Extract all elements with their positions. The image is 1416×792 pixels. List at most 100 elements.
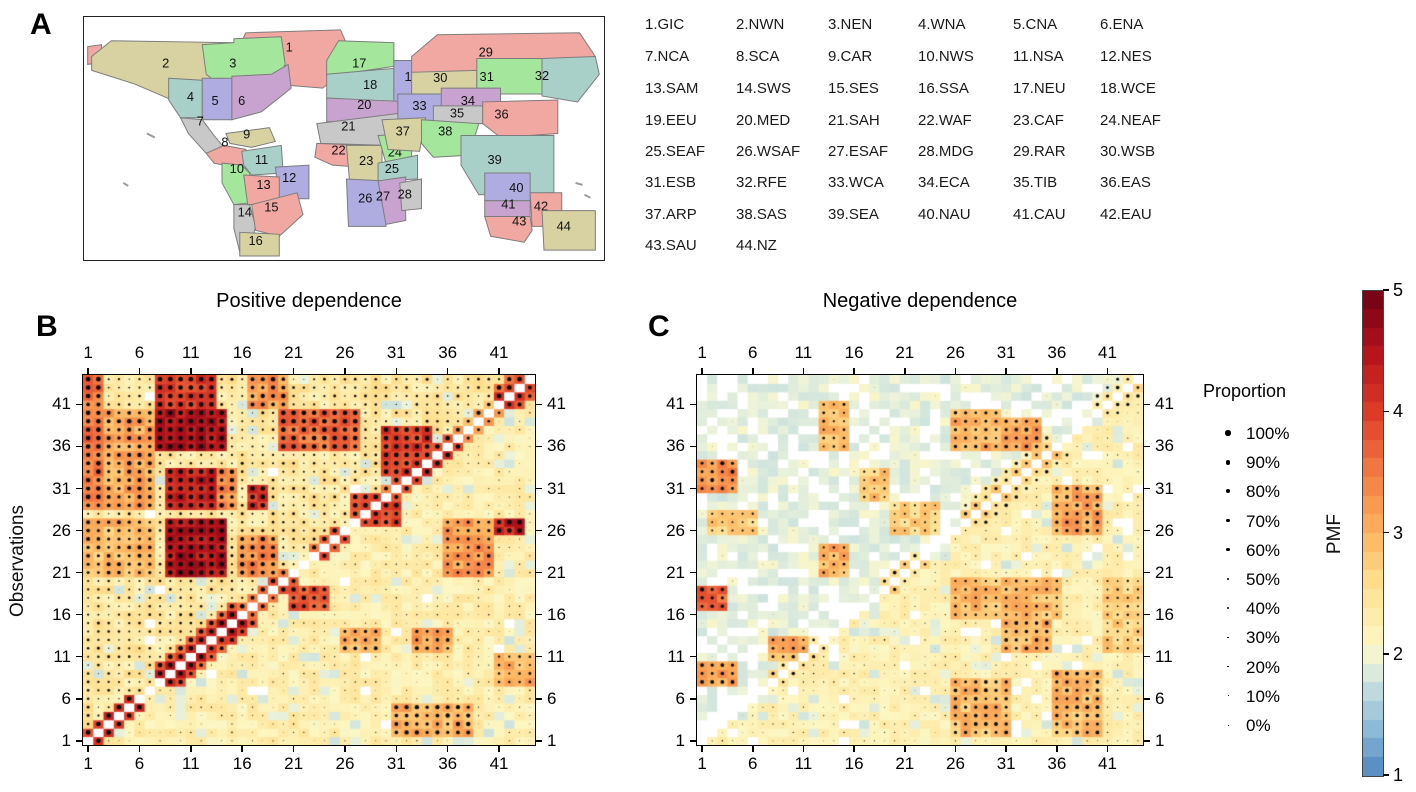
tick-label-c-bottom: 16 (844, 754, 864, 773)
region-legend-item-25: 25.SEAF (645, 143, 706, 160)
tick-c-left (690, 445, 696, 448)
panel-b-label: B (36, 310, 58, 343)
colorbar-tick (1383, 289, 1389, 291)
tick-c-right (1144, 613, 1150, 616)
proportion-dot-60 (1226, 548, 1230, 552)
tick-label-b-left: 11 (53, 646, 71, 666)
tick-b-bottom (446, 746, 449, 752)
tick-label-b-right: 6 (547, 688, 557, 708)
tick-label-c-left: 36 (666, 436, 685, 456)
panel-b-frame (81, 373, 536, 746)
map-region-number-40: 40 (509, 180, 523, 195)
tick-c-bottom (1056, 746, 1058, 752)
region-legend-item-26: 26.WSAF (736, 143, 801, 160)
region-map-box: 1234567891011121314151617181920212223242… (83, 16, 605, 261)
proportion-label-30: 30% (1246, 628, 1281, 648)
tick-b-top (395, 368, 398, 374)
map-region-number-27: 27 (376, 189, 390, 204)
tick-label-b-bottom: 36 (438, 754, 458, 773)
region-legend-item-12: 12.NES (1100, 48, 1152, 65)
panel-c-frame (695, 373, 1144, 746)
tick-b-bottom (138, 746, 141, 752)
map-region-number-13: 13 (256, 177, 270, 192)
tick-label-c-bottom: 1 (697, 754, 707, 773)
tick-label-c-bottom: 11 (794, 754, 813, 773)
tick-c-top (904, 368, 906, 374)
tick-b-right (536, 571, 542, 574)
proportion-dot-40 (1226, 607, 1230, 610)
tick-label-c-top: 6 (748, 343, 758, 362)
region-legend-item-30: 30.WSB (1100, 143, 1156, 160)
tick-b-right (536, 487, 542, 490)
negative-dependence-heatmap (697, 375, 1143, 745)
map-region-number-36: 36 (494, 107, 508, 122)
tick-label-c-top: 26 (946, 343, 965, 362)
tick-c-right (1144, 740, 1150, 742)
region-legend-item-44: 44.NZ (736, 237, 777, 254)
map-region-37 (381, 117, 427, 152)
colorbar-tick (1383, 531, 1389, 534)
proportion-label-40: 40% (1246, 599, 1281, 619)
tick-label-c-right: 6 (1155, 688, 1165, 708)
region-legend-item-29: 29.RAR (1013, 143, 1066, 160)
tick-b-top (446, 368, 449, 374)
proportion-label-100: 100% (1246, 424, 1290, 443)
tick-b-top (292, 368, 295, 374)
tick-b-right (536, 698, 542, 700)
tick-label-b-left: 31 (52, 478, 71, 498)
map-region-number-31: 31 (480, 69, 494, 84)
region-legend-item-15: 15.SES (828, 80, 879, 97)
pmf-colorbar-label: PMF (1324, 513, 1345, 555)
tick-c-top (701, 368, 703, 374)
region-legend-item-7: 7.NCA (645, 48, 690, 65)
region-legend-item-43: 43.SAU (645, 237, 697, 254)
region-legend-item-14: 14.SWS (736, 80, 792, 97)
tick-c-left (690, 403, 696, 406)
tick-c-bottom (701, 746, 703, 752)
tick-label-b-left: 1 (61, 730, 71, 750)
region-legend-item-18: 18.WCE (1100, 80, 1156, 97)
tick-c-left (690, 740, 696, 742)
region-legend-item-19: 19.EEU (645, 112, 697, 129)
tick-label-b-top: 11 (182, 343, 200, 362)
tick-c-bottom (853, 746, 855, 752)
tick-label-c-right: 36 (1155, 436, 1174, 456)
proportion-dot-70 (1226, 518, 1230, 523)
proportion-label-90: 90% (1246, 453, 1281, 473)
tick-c-bottom (1106, 746, 1109, 752)
map-region-number-44: 44 (557, 218, 571, 233)
tick-label-c-left: 1 (675, 730, 685, 750)
tick-label-c-top: 36 (1047, 343, 1067, 362)
map-region-27 (377, 176, 407, 225)
proportion-dot-30 (1227, 636, 1229, 639)
tick-label-c-left: 41 (666, 394, 685, 414)
tick-c-right (1144, 403, 1150, 406)
tick-c-left (690, 655, 696, 658)
tick-label-c-left: 31 (666, 478, 685, 498)
colorbar-tick (1383, 653, 1389, 655)
tick-b-top (241, 368, 243, 374)
tick-label-c-right: 1 (1155, 730, 1165, 750)
map-region-number-14: 14 (238, 205, 252, 220)
proportion-dot-100 (1225, 430, 1231, 436)
map-region-number-18: 18 (363, 77, 377, 92)
tick-b-left (76, 403, 82, 406)
region-legend-item-11: 11.NSA (1013, 48, 1064, 65)
tick-label-b-bottom: 26 (335, 754, 355, 773)
tick-label-b-right: 26 (547, 520, 566, 540)
map-region-9 (225, 127, 277, 148)
map-region-number-30: 30 (433, 70, 447, 85)
tick-label-c-left: 16 (666, 604, 685, 624)
region-legend-item-10: 10.NWS (918, 48, 974, 65)
tick-c-top (954, 368, 957, 374)
tick-c-top (802, 368, 805, 374)
tick-label-b-right: 21 (547, 562, 566, 582)
region-legend-item-24: 24.NEAF (1100, 112, 1161, 129)
colorbar-tick-label: 3 (1393, 522, 1404, 543)
tick-label-b-bottom: 31 (386, 754, 406, 773)
map-region-number-26: 26 (358, 191, 372, 206)
tick-label-b-left: 6 (61, 688, 71, 708)
tick-b-left (76, 571, 82, 574)
map-region-number-23: 23 (359, 153, 373, 168)
tick-c-right (1144, 571, 1150, 574)
